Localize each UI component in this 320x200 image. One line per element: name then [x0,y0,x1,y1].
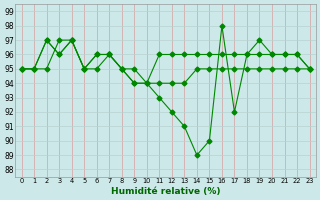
X-axis label: Humidité relative (%): Humidité relative (%) [111,187,220,196]
